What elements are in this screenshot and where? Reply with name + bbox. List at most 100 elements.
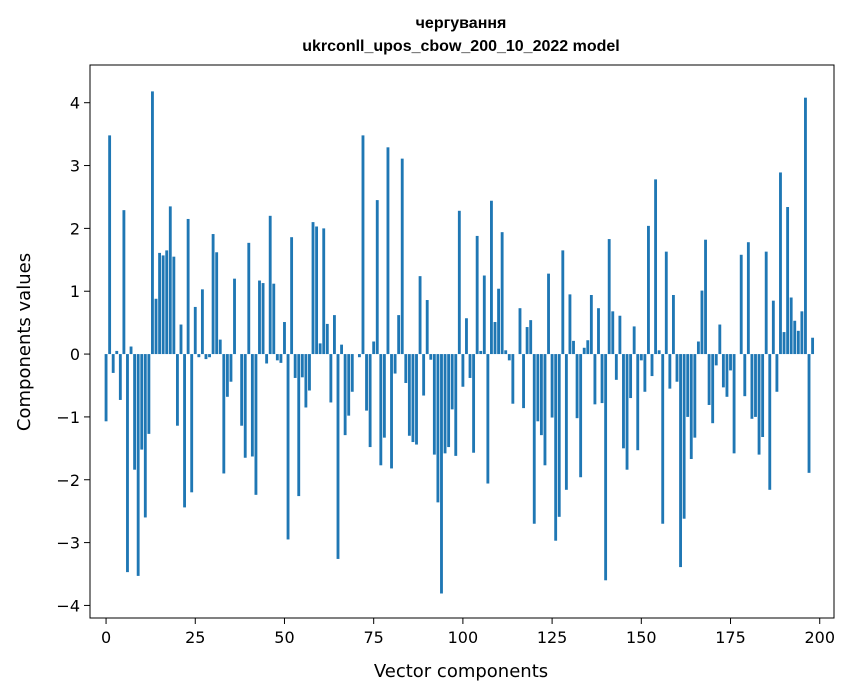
bar-97 <box>450 354 454 410</box>
bar-135 <box>586 340 590 355</box>
bar-198 <box>811 337 815 355</box>
bar-181 <box>750 354 754 419</box>
bar-118 <box>525 327 529 355</box>
bar-89 <box>422 354 426 396</box>
y-tick-label: −2 <box>56 471 80 490</box>
bar-113 <box>507 354 511 361</box>
bar-92 <box>432 354 436 455</box>
bar-58 <box>311 222 315 355</box>
y-tick-label: −4 <box>56 596 80 615</box>
bar-190 <box>782 332 786 355</box>
bar-28 <box>204 354 208 360</box>
bar-2 <box>111 354 115 373</box>
bar-124 <box>547 273 550 355</box>
bar-53 <box>293 354 297 378</box>
x-tick-label: 50 <box>274 628 294 647</box>
bar-117 <box>522 354 525 409</box>
bar-91 <box>429 354 433 360</box>
bar-56 <box>304 354 308 408</box>
bar-24 <box>190 354 194 493</box>
bar-109 <box>493 322 497 355</box>
bar-0 <box>104 354 108 422</box>
bar-25 <box>193 306 197 355</box>
bar-11 <box>143 354 147 518</box>
bar-153 <box>650 354 654 377</box>
bar-36 <box>233 278 236 355</box>
bar-172 <box>718 324 722 355</box>
bar-105 <box>479 350 483 355</box>
bar-3 <box>115 350 119 355</box>
bar-106 <box>482 275 486 355</box>
y-tick-label: −3 <box>56 534 80 553</box>
bar-100 <box>461 354 465 387</box>
bar-189 <box>779 172 782 355</box>
bar-150 <box>639 354 643 361</box>
bar-157 <box>664 251 668 355</box>
bar-88 <box>418 276 422 355</box>
bar-80 <box>390 354 393 469</box>
bar-186 <box>768 354 772 490</box>
bar-170 <box>711 354 715 424</box>
bar-54 <box>297 354 301 497</box>
bar-96 <box>447 354 451 448</box>
plot-frame <box>89 64 835 619</box>
bar-134 <box>582 347 586 355</box>
bar-17 <box>165 250 169 355</box>
bar-79 <box>386 147 390 355</box>
bar-142 <box>611 311 615 355</box>
bar-122 <box>539 354 543 436</box>
bar-192 <box>789 297 793 355</box>
bar-185 <box>764 251 768 355</box>
bar-77 <box>379 354 383 466</box>
bar-183 <box>757 354 761 455</box>
bar-193 <box>793 320 797 355</box>
bar-34 <box>225 354 229 397</box>
bar-71 <box>357 354 361 358</box>
bar-47 <box>272 283 276 355</box>
y-tick-label: 0 <box>70 345 80 364</box>
bar-136 <box>589 294 593 355</box>
x-tick-label: 125 <box>537 628 568 647</box>
bar-64 <box>333 315 336 355</box>
bar-16 <box>161 255 165 355</box>
bar-129 <box>564 354 568 490</box>
bar-81 <box>393 354 397 374</box>
bar-163 <box>686 354 690 417</box>
bar-39 <box>243 354 247 458</box>
bar-32 <box>218 339 222 355</box>
bar-178 <box>739 254 743 355</box>
y-tick-label: −1 <box>56 408 80 427</box>
bar-4 <box>118 354 122 400</box>
bar-30 <box>211 234 215 355</box>
y-tick-label: 1 <box>70 282 80 301</box>
bar-175 <box>729 354 732 371</box>
bar-156 <box>661 354 665 524</box>
bar-68 <box>347 354 351 416</box>
bar-35 <box>229 354 233 382</box>
bar-57 <box>308 354 311 391</box>
bar-130 <box>568 294 572 355</box>
bar-69 <box>350 354 354 392</box>
bar-154 <box>654 179 658 355</box>
bar-191 <box>786 207 790 355</box>
bar-104 <box>475 235 479 355</box>
bar-123 <box>543 354 547 466</box>
bar-152 <box>647 225 650 355</box>
bar-82 <box>397 315 401 355</box>
bar-19 <box>172 256 176 355</box>
bar-33 <box>222 354 226 474</box>
bar-194 <box>796 330 800 355</box>
bar-1 <box>108 135 112 355</box>
x-tick-label: 200 <box>804 628 835 647</box>
bar-173 <box>721 354 725 388</box>
bar-23 <box>186 218 190 355</box>
bar-176 <box>732 354 736 454</box>
bar-14 <box>154 298 158 355</box>
bar-31 <box>215 252 219 355</box>
bar-9 <box>136 354 140 576</box>
bar-61 <box>322 228 326 355</box>
bar-195 <box>800 311 804 355</box>
bar-78 <box>382 354 386 438</box>
bar-62 <box>325 323 329 355</box>
bar-5 <box>122 210 126 355</box>
